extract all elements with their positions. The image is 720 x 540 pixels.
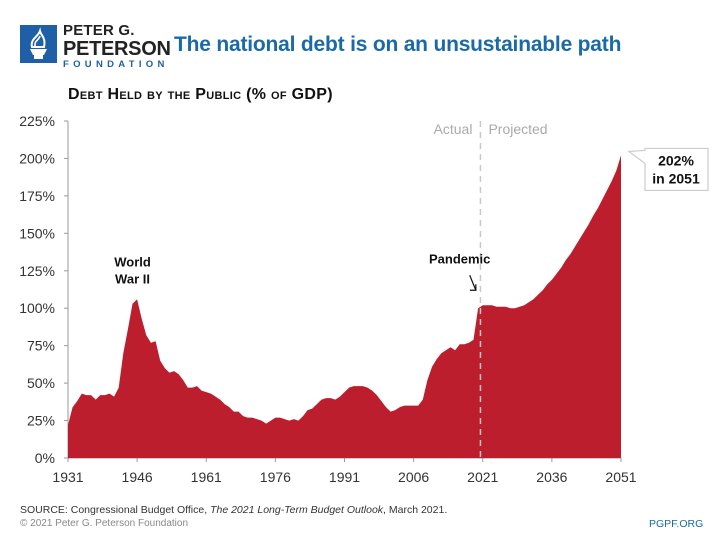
arrowhead-icon <box>469 284 477 291</box>
callout-text: 202% <box>658 152 694 168</box>
annotation-text: War II <box>115 271 150 286</box>
annotation-text: Pandemic <box>429 251 490 266</box>
x-tick-label: 1946 <box>122 469 153 485</box>
y-axis: 0% 25% 50% 75% 100% 125% 150% 175% 200% 225% <box>19 113 69 466</box>
y-tick-label: 75% <box>27 338 55 354</box>
y-tick-label: 175% <box>19 188 55 204</box>
website-link[interactable]: PGPF.ORG <box>649 518 704 530</box>
source-title: The 2021 Long-Term Budget Outlook <box>210 504 384 516</box>
organization-name: PETER G. PETERSON FOUNDATION <box>63 23 171 70</box>
copyright: © 2021 Peter G. Peterson Foundation <box>20 518 189 529</box>
x-tick-label: 2006 <box>398 469 429 485</box>
actual-label: Actual <box>434 121 473 137</box>
x-tick-label: 2021 <box>467 469 498 485</box>
y-tick-label: 50% <box>27 375 55 391</box>
x-tick-label: 1976 <box>260 469 291 485</box>
page-title: The national debt is on an unsustainable… <box>174 33 622 56</box>
callout-text: in 2051 <box>652 170 700 186</box>
y-tick-label: 100% <box>19 300 55 316</box>
annotation-text: World <box>114 254 151 269</box>
x-tick-label: 2036 <box>536 469 567 485</box>
y-tick-label: 200% <box>19 150 55 166</box>
debt-area <box>68 155 621 458</box>
chart-title: Debt Held by the Public (% of GDP) <box>68 86 333 103</box>
foundation-logo <box>20 25 57 63</box>
x-tick-label: 1961 <box>191 469 222 485</box>
x-tick-label: 1991 <box>329 469 360 485</box>
annotations: World War II Pandemic 202% in 2051 <box>114 147 709 291</box>
y-tick-label: 25% <box>27 413 55 429</box>
source-suffix: , March 2021. <box>383 504 448 516</box>
x-axis: 1931 1946 1961 1976 1991 2006 2021 2036 2051 <box>52 457 637 485</box>
org-line-1: PETER G. <box>63 22 135 39</box>
y-tick-label: 125% <box>19 263 55 279</box>
y-tick-label: 0% <box>35 450 55 466</box>
source-note: SOURCE: Congressional Budget Office, The… <box>20 504 447 516</box>
x-tick-label: 2051 <box>605 469 636 485</box>
arrow-icon <box>469 275 477 291</box>
callout-box <box>627 147 709 192</box>
y-tick-label: 150% <box>19 225 55 241</box>
projected-label: Projected <box>488 121 547 137</box>
x-tick-label: 1931 <box>52 469 83 485</box>
source-prefix: SOURCE: Congressional Budget Office, <box>20 504 211 516</box>
org-line-3: FOUNDATION <box>63 59 169 70</box>
org-line-2: PETERSON <box>63 38 171 60</box>
torch-icon <box>30 27 47 59</box>
y-tick-label: 225% <box>19 113 55 129</box>
